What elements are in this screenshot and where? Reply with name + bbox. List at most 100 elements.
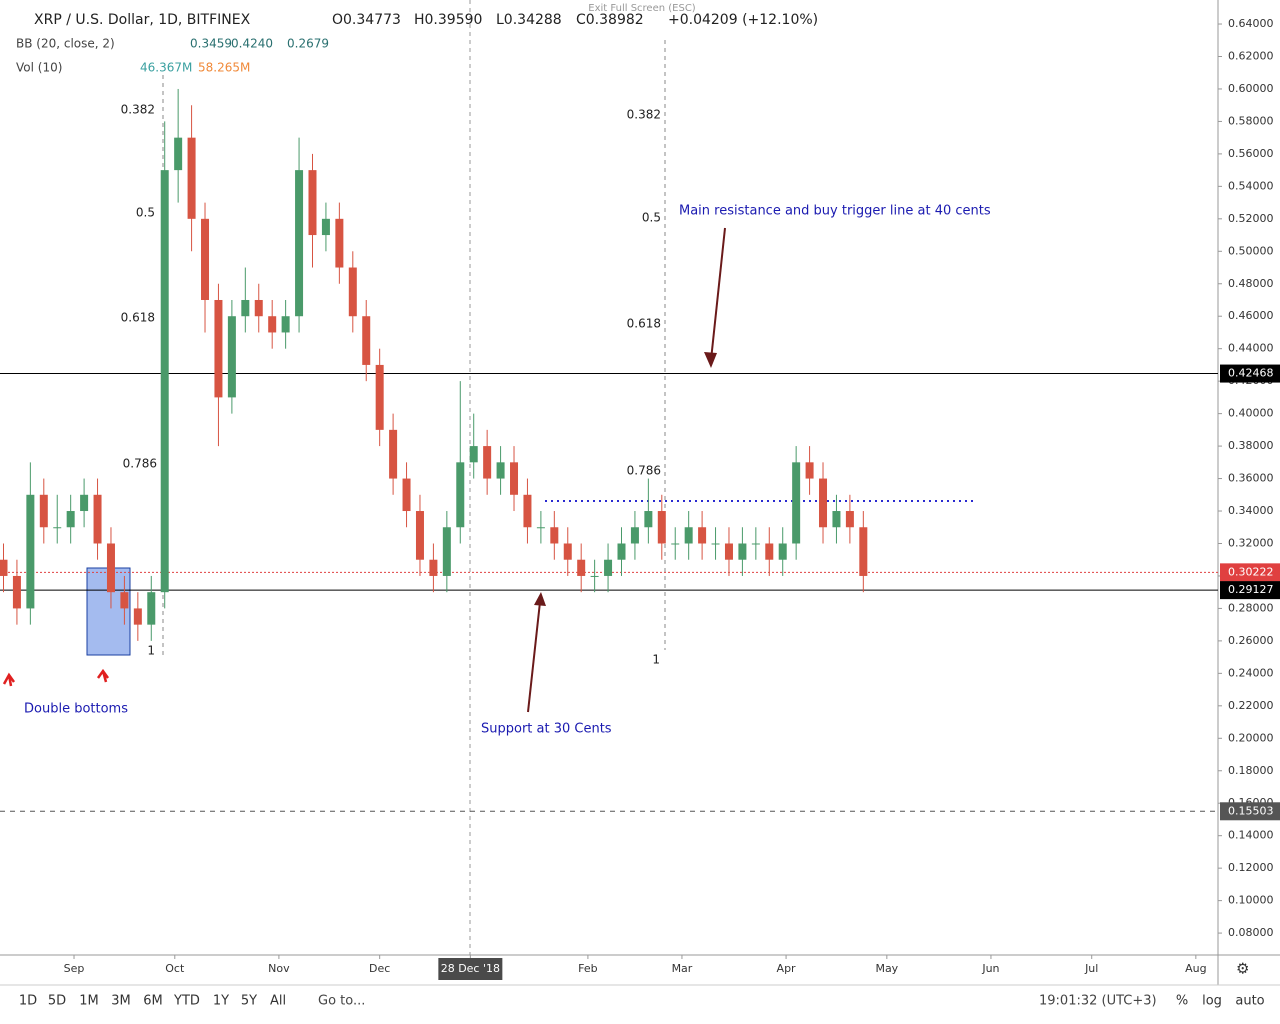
candle-body	[227, 316, 236, 398]
candle-body	[671, 543, 680, 545]
candle-body	[147, 592, 156, 625]
y-tick-label: 0.10000	[1228, 894, 1274, 907]
candle-body	[321, 218, 330, 236]
candle-body	[133, 608, 142, 625]
scale-option[interactable]: %	[1176, 994, 1188, 1009]
candle-body	[187, 137, 196, 219]
y-tick-label: 0.26000	[1228, 634, 1274, 647]
settings-icon[interactable]: ⚙	[1236, 960, 1249, 978]
candle-body	[214, 299, 223, 398]
red-arrow	[2, 672, 16, 687]
range-button[interactable]: All	[270, 994, 286, 1009]
y-tick-label: 0.08000	[1228, 926, 1274, 939]
candle-body	[335, 218, 344, 268]
y-tick-label: 0.64000	[1228, 17, 1274, 30]
candle-body	[657, 511, 666, 544]
vol-value: 58.265M	[198, 61, 250, 75]
fib-label: 0.786	[627, 464, 661, 478]
x-tick-label: Jul	[1084, 962, 1098, 975]
candle-body	[724, 543, 733, 560]
candle-body	[415, 511, 424, 560]
candle-body	[375, 364, 384, 430]
range-button[interactable]: 6M	[143, 994, 163, 1009]
candle-body	[604, 559, 613, 576]
fib-label: 0.786	[123, 457, 157, 471]
candle-body	[362, 316, 371, 365]
candle-body	[442, 527, 451, 576]
candle-body	[106, 543, 115, 593]
y-tick-label: 0.62000	[1228, 49, 1274, 62]
bb-value: 0.4240	[231, 37, 273, 51]
candle-body	[778, 543, 787, 560]
candle-body	[174, 137, 183, 171]
x-tick-label: Jun	[981, 962, 999, 975]
y-tick-label: 0.52000	[1228, 212, 1274, 225]
fib-label: 0.618	[121, 311, 155, 325]
candle-body	[348, 267, 357, 317]
fib-label: 1	[652, 653, 660, 667]
price-label: 0.30222	[1228, 565, 1274, 578]
candle-body	[26, 494, 35, 609]
y-tick-label: 0.50000	[1228, 244, 1274, 257]
candle-body	[630, 527, 639, 544]
x-tick-label: 28 Dec '18	[441, 962, 500, 975]
range-button[interactable]: 1M	[79, 994, 99, 1009]
red-arrow	[96, 668, 110, 683]
ohlc-close: C0.38982	[576, 12, 644, 28]
candle-body	[295, 170, 304, 317]
candle-body	[0, 559, 8, 576]
arrow-head	[704, 352, 717, 368]
candle-body	[389, 429, 398, 479]
candle-body	[281, 316, 290, 333]
y-tick-label: 0.14000	[1228, 829, 1274, 842]
y-tick-label: 0.36000	[1228, 472, 1274, 485]
candle-body	[93, 494, 102, 544]
candle-body	[644, 511, 653, 528]
range-button[interactable]: YTD	[173, 994, 200, 1009]
y-tick-label: 0.56000	[1228, 147, 1274, 160]
fib-label: 1	[147, 644, 155, 658]
x-crosshair-label-bg	[438, 958, 503, 980]
candle-body	[590, 575, 599, 577]
arrow	[710, 227, 726, 361]
exit-fullscreen-label[interactable]: Exit Full Screen (ESC)	[588, 3, 696, 14]
candle-body	[751, 543, 760, 545]
y-tick-label: 0.20000	[1228, 731, 1274, 744]
scale-option[interactable]: log	[1202, 994, 1222, 1009]
candle-body	[845, 511, 854, 528]
y-tick-label: 0.38000	[1228, 439, 1274, 452]
range-button[interactable]: 3M	[111, 994, 131, 1009]
range-button[interactable]: 5D	[48, 994, 66, 1009]
candle-body	[429, 559, 438, 576]
candle-body	[53, 527, 62, 529]
y-tick-label: 0.40000	[1228, 407, 1274, 420]
y-tick-label: 0.32000	[1228, 536, 1274, 549]
candle-body	[201, 218, 210, 300]
price-label: 0.29127	[1228, 583, 1274, 596]
x-tick-label: Feb	[578, 962, 597, 975]
candle-body	[254, 299, 263, 317]
goto[interactable]: Go to...	[318, 994, 365, 1009]
fib-label: 0.5	[136, 206, 155, 220]
range-button[interactable]: 1D	[19, 994, 37, 1009]
candle-body	[859, 527, 868, 576]
bb-label: BB (20, close, 2)	[16, 37, 115, 51]
price-label-bg	[1220, 581, 1280, 600]
candle-body	[805, 462, 814, 479]
candle-body	[241, 299, 250, 317]
price-label: 0.42468	[1228, 367, 1274, 380]
candle-body	[80, 494, 89, 512]
candle-body	[66, 511, 75, 528]
exit-fullscreen[interactable]	[586, 0, 698, 14]
y-tick-label: 0.46000	[1228, 309, 1274, 322]
y-tick-label: 0.34000	[1228, 504, 1274, 517]
y-tick-label: 0.18000	[1228, 764, 1274, 777]
fib-label: 0.618	[627, 317, 661, 331]
x-tick-label: Dec	[369, 962, 390, 975]
range-button[interactable]: 1Y	[213, 994, 229, 1009]
scale-option[interactable]: auto	[1235, 994, 1264, 1009]
ohlc-low: L0.34288	[496, 12, 562, 28]
range-button[interactable]: 5Y	[241, 994, 257, 1009]
